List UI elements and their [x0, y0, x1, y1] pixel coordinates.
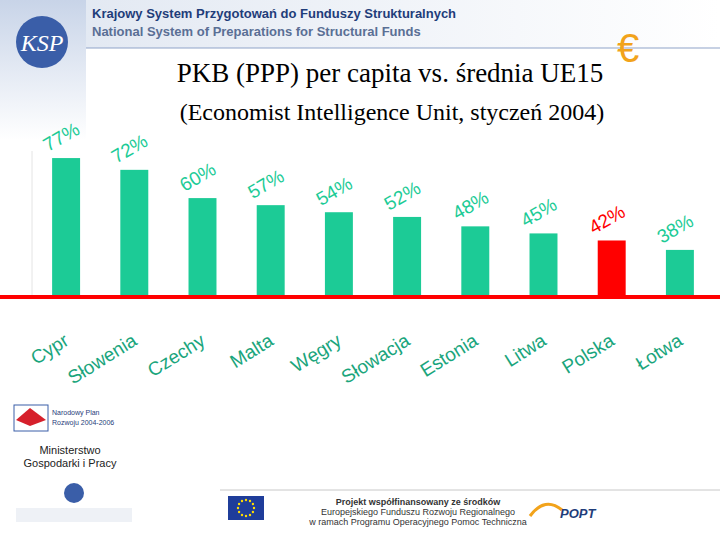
header-band	[0, 0, 720, 48]
data-label: 38%	[653, 210, 697, 247]
header-line: National System of Preparations for Stru…	[92, 24, 421, 39]
npr-logo-shape	[16, 408, 46, 426]
eu-star	[238, 503, 240, 505]
bar	[598, 240, 626, 297]
eu-flag	[228, 496, 264, 520]
ministry-text: Ministerstwo	[39, 444, 100, 456]
category-label: Polska	[558, 329, 618, 377]
data-label: 60%	[176, 158, 220, 195]
y-axis-line	[32, 151, 33, 297]
category-label: Malta	[226, 329, 277, 372]
eu-star	[238, 511, 240, 513]
project-text: Europejskiego Funduszu Rozwoju Regionaln…	[321, 507, 515, 517]
slide: KSP Krajowy System Przygotowań do Fundusz…	[0, 0, 720, 540]
eu-star	[237, 507, 239, 509]
bar	[120, 170, 148, 297]
data-label: 45%	[517, 194, 561, 231]
bar	[257, 205, 285, 297]
category-label: Czechy	[144, 329, 209, 381]
category-label: Słowenia	[64, 329, 141, 388]
eu-star	[249, 514, 251, 516]
bars	[52, 158, 694, 297]
foundation-logo	[64, 483, 84, 503]
category-label: Cypr	[27, 329, 73, 368]
project-text: Projekt współfinansowany ze środków	[336, 497, 502, 507]
popt-swoosh	[530, 504, 562, 516]
eu-star	[245, 515, 247, 517]
footer-rule	[220, 490, 720, 491]
bar	[666, 250, 694, 297]
data-label: 42%	[585, 201, 629, 238]
x-axis-line	[0, 295, 720, 299]
data-label: 48%	[449, 187, 493, 224]
ministry-text: Gospodarki i Pracy	[24, 457, 117, 469]
data-label: 72%	[108, 130, 152, 167]
bar	[530, 233, 558, 297]
eu-star	[252, 511, 254, 513]
eu-star	[241, 500, 243, 502]
data-label: 77%	[40, 118, 84, 155]
data-label: 52%	[381, 177, 425, 214]
header-line: Krajowy System Przygotowań do Funduszy S…	[92, 6, 456, 21]
logo-circle	[16, 16, 68, 68]
euro-symbol: €	[617, 26, 639, 70]
data-label: 57%	[244, 165, 288, 202]
eu-star	[252, 503, 254, 505]
bar	[189, 198, 217, 297]
data-label: 54%	[312, 172, 356, 209]
popt-text: POPT	[560, 506, 596, 521]
category-label: Łotwa	[632, 329, 686, 374]
category-label: Estonia	[417, 329, 482, 381]
bar	[461, 226, 489, 297]
side-band	[0, 0, 86, 140]
eu-star	[245, 499, 247, 501]
foundation-band	[16, 508, 132, 522]
category-label: Litwa	[501, 329, 550, 371]
eu-star	[241, 514, 243, 516]
logo-text: KSP	[20, 30, 64, 56]
category-label: Słowacja	[338, 329, 414, 387]
npr-text: Narodowy Plan	[52, 409, 100, 417]
project-text: w ramach Programu Operacyjnego Pomoc Tec…	[308, 517, 526, 527]
bar	[325, 212, 353, 297]
eu-star	[253, 507, 255, 509]
npr-logo	[14, 405, 48, 431]
bar	[393, 217, 421, 297]
eu-star	[249, 500, 251, 502]
chart-subtitle: (Economist Intelligence Unit, styczeń 20…	[180, 99, 605, 125]
chart-title: PKB (PPP) per capita vs. średnia UE15	[177, 58, 604, 88]
npr-text: Rozwoju 2004-2006	[52, 419, 114, 427]
bar	[52, 158, 80, 297]
